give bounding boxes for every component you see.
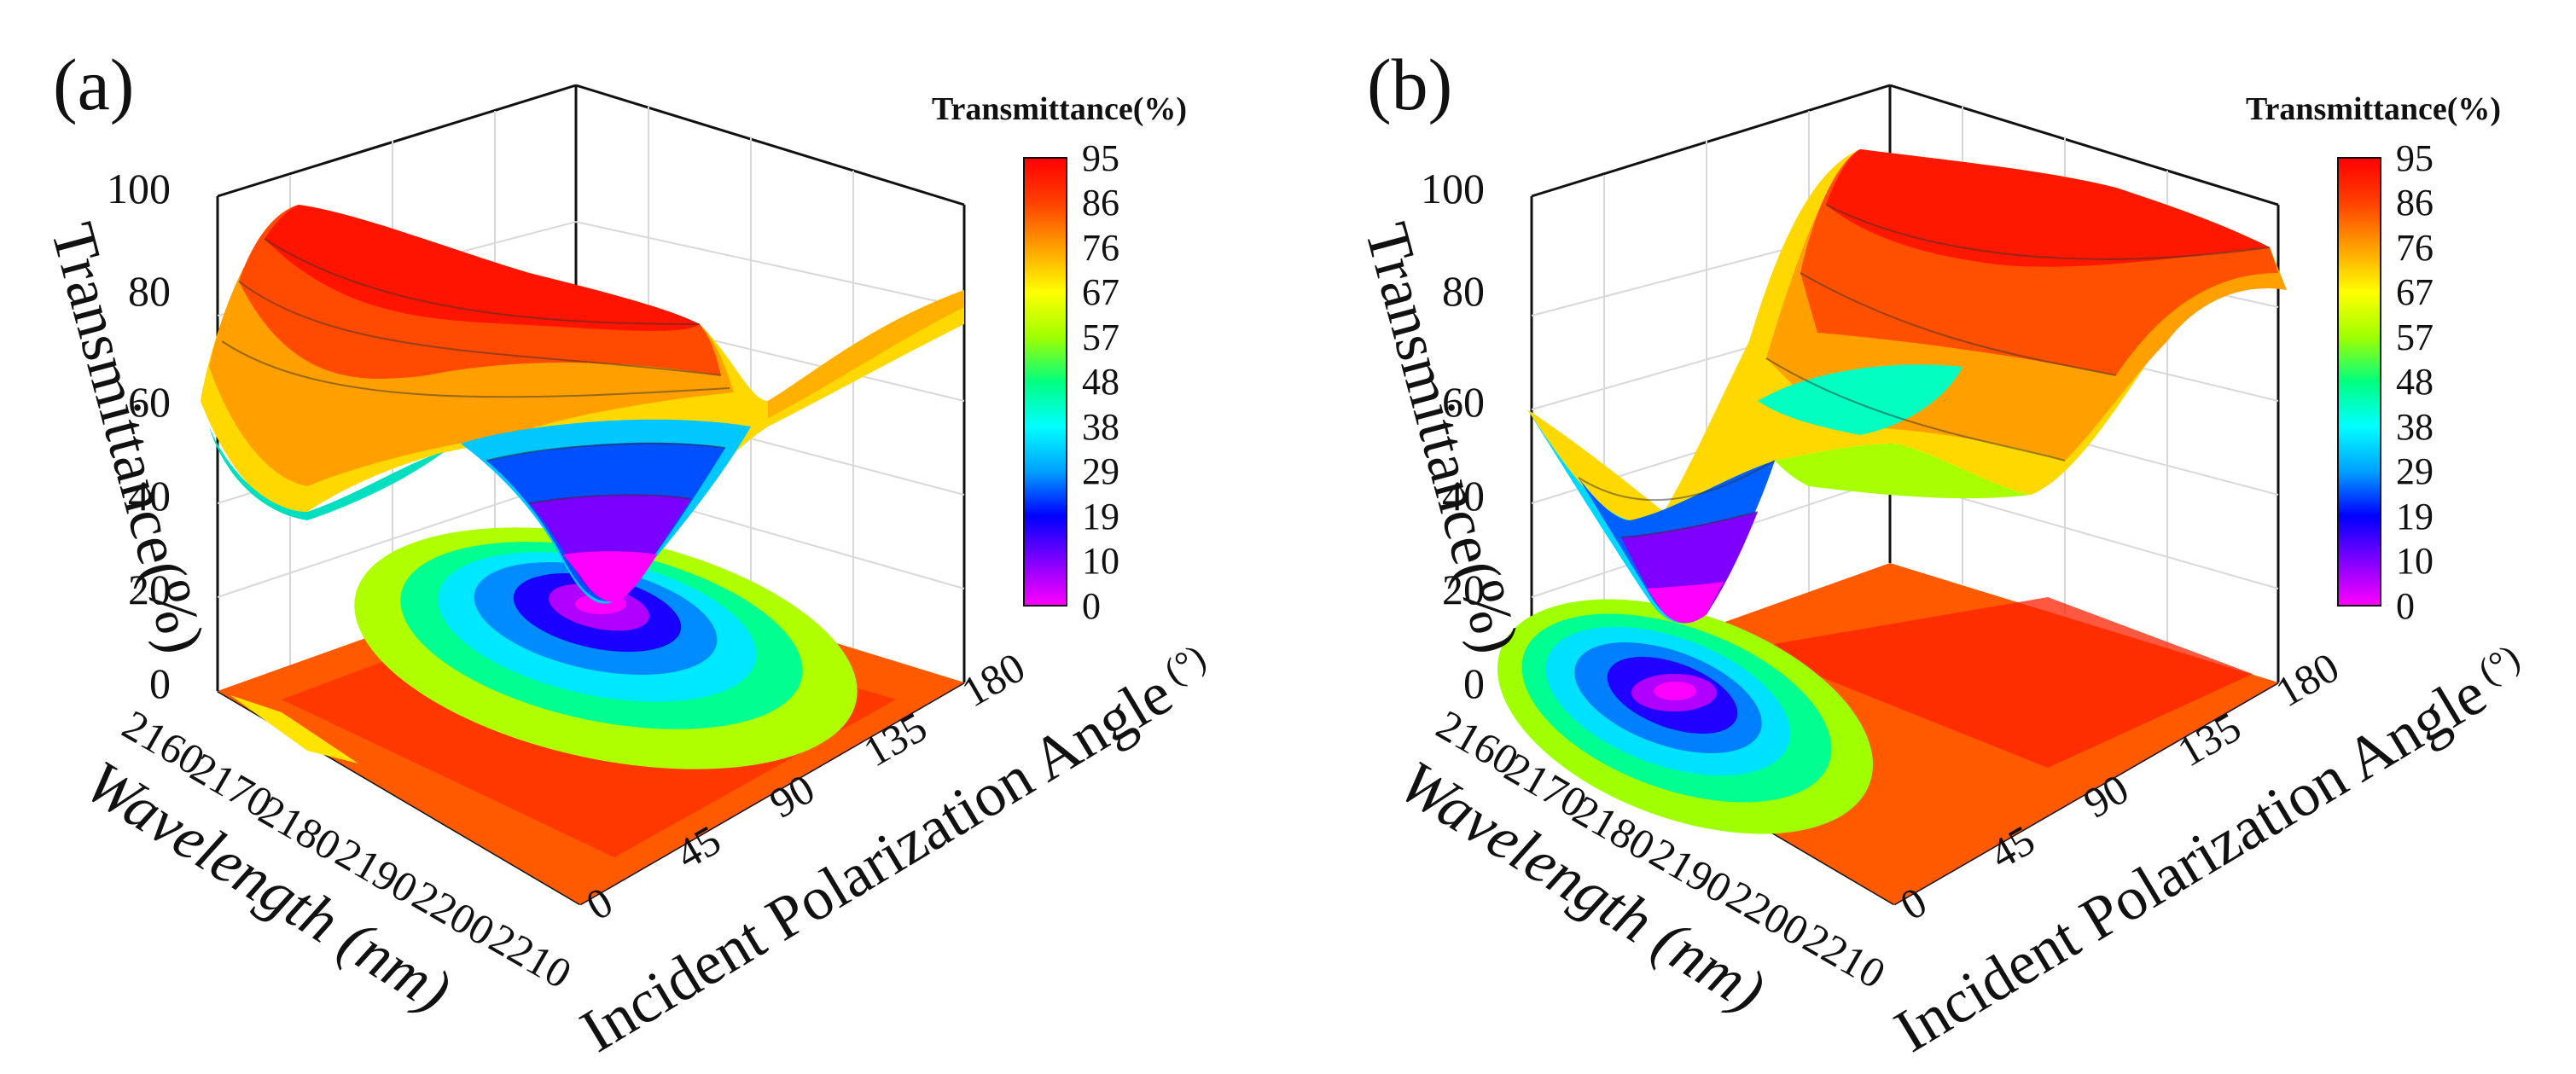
z-tick-label: 20 xyxy=(128,566,171,613)
y-axis-unit: (°) xyxy=(2471,636,2527,693)
surface xyxy=(201,205,964,604)
z-axis-ticks: 0 20 40 60 80 100 xyxy=(1421,165,1485,707)
z-tick-label: 80 xyxy=(128,267,171,315)
z-tick-label: 80 xyxy=(1442,267,1485,315)
x-tick-label: 2210 xyxy=(482,914,580,997)
colorbar-tick: 95 xyxy=(1082,137,1119,179)
panel-b: (b) xyxy=(1352,44,2527,1065)
panel-label: (a) xyxy=(53,44,134,125)
x-tick-label: 2210 xyxy=(1796,914,1894,997)
colorbar-tick: 48 xyxy=(2396,361,2434,403)
colorbar: Transmittance(%) 95 86 76 67 57 48 38 29… xyxy=(932,91,1187,627)
floor-projection xyxy=(218,527,964,904)
colorbar-tick: 10 xyxy=(2396,540,2434,582)
colorbar-tick: 0 xyxy=(1082,585,1101,627)
colorbar-tick: 86 xyxy=(2396,182,2434,224)
panel-a: (a) xyxy=(38,44,1213,1065)
colorbar-tick: 67 xyxy=(2396,271,2434,313)
colorbar-title: Transmittance(%) xyxy=(932,91,1187,127)
z-tick-label: 100 xyxy=(107,165,171,212)
colorbar-ticks: 95 86 76 67 57 48 38 29 19 10 0 xyxy=(2396,137,2434,627)
colorbar-tick: 86 xyxy=(1082,182,1119,224)
colorbar-ticks: 95 86 76 67 57 48 38 29 19 10 0 xyxy=(1082,137,1119,627)
colorbar: Transmittance(%) 95 86 76 67 57 48 38 29… xyxy=(2246,91,2501,627)
colorbar-tick: 57 xyxy=(2396,316,2434,358)
panel-label: (b) xyxy=(1367,44,1452,125)
colorbar-scale xyxy=(2337,157,2381,607)
z-tick-label: 0 xyxy=(1463,659,1485,707)
colorbar-tick: 67 xyxy=(1082,271,1119,313)
colorbar-tick: 95 xyxy=(2396,137,2434,179)
y-axis-unit: (°) xyxy=(1157,636,1212,693)
colorbar-tick: 0 xyxy=(2396,585,2415,627)
colorbar-tick: 38 xyxy=(1082,406,1119,448)
colorbar-tick: 19 xyxy=(1082,496,1119,537)
colorbar-tick: 76 xyxy=(2396,227,2434,269)
colorbar-tick: 10 xyxy=(1082,540,1119,582)
colorbar-title: Transmittance(%) xyxy=(2246,91,2501,127)
colorbar-tick: 38 xyxy=(2396,406,2434,448)
z-axis-ticks: 0 20 40 60 80 100 xyxy=(107,165,171,707)
colorbar-tick: 19 xyxy=(2396,496,2434,537)
z-tick-label: 40 xyxy=(1442,472,1485,520)
z-tick-label: 60 xyxy=(1442,378,1485,426)
colorbar-tick: 76 xyxy=(1082,227,1119,269)
colorbar-tick: 29 xyxy=(2396,450,2434,492)
z-tick-label: 40 xyxy=(128,472,171,520)
surface xyxy=(1527,149,2287,624)
colorbar-tick: 29 xyxy=(1082,450,1119,492)
colorbar-tick: 48 xyxy=(1082,361,1119,403)
z-tick-label: 0 xyxy=(149,659,171,707)
floor-projection xyxy=(1497,563,2278,904)
z-tick-label: 100 xyxy=(1421,165,1485,212)
colorbar-tick: 57 xyxy=(1082,316,1119,358)
colorbar-scale xyxy=(1023,157,1067,607)
z-tick-label: 60 xyxy=(128,378,171,426)
z-tick-label: 20 xyxy=(1442,566,1485,613)
